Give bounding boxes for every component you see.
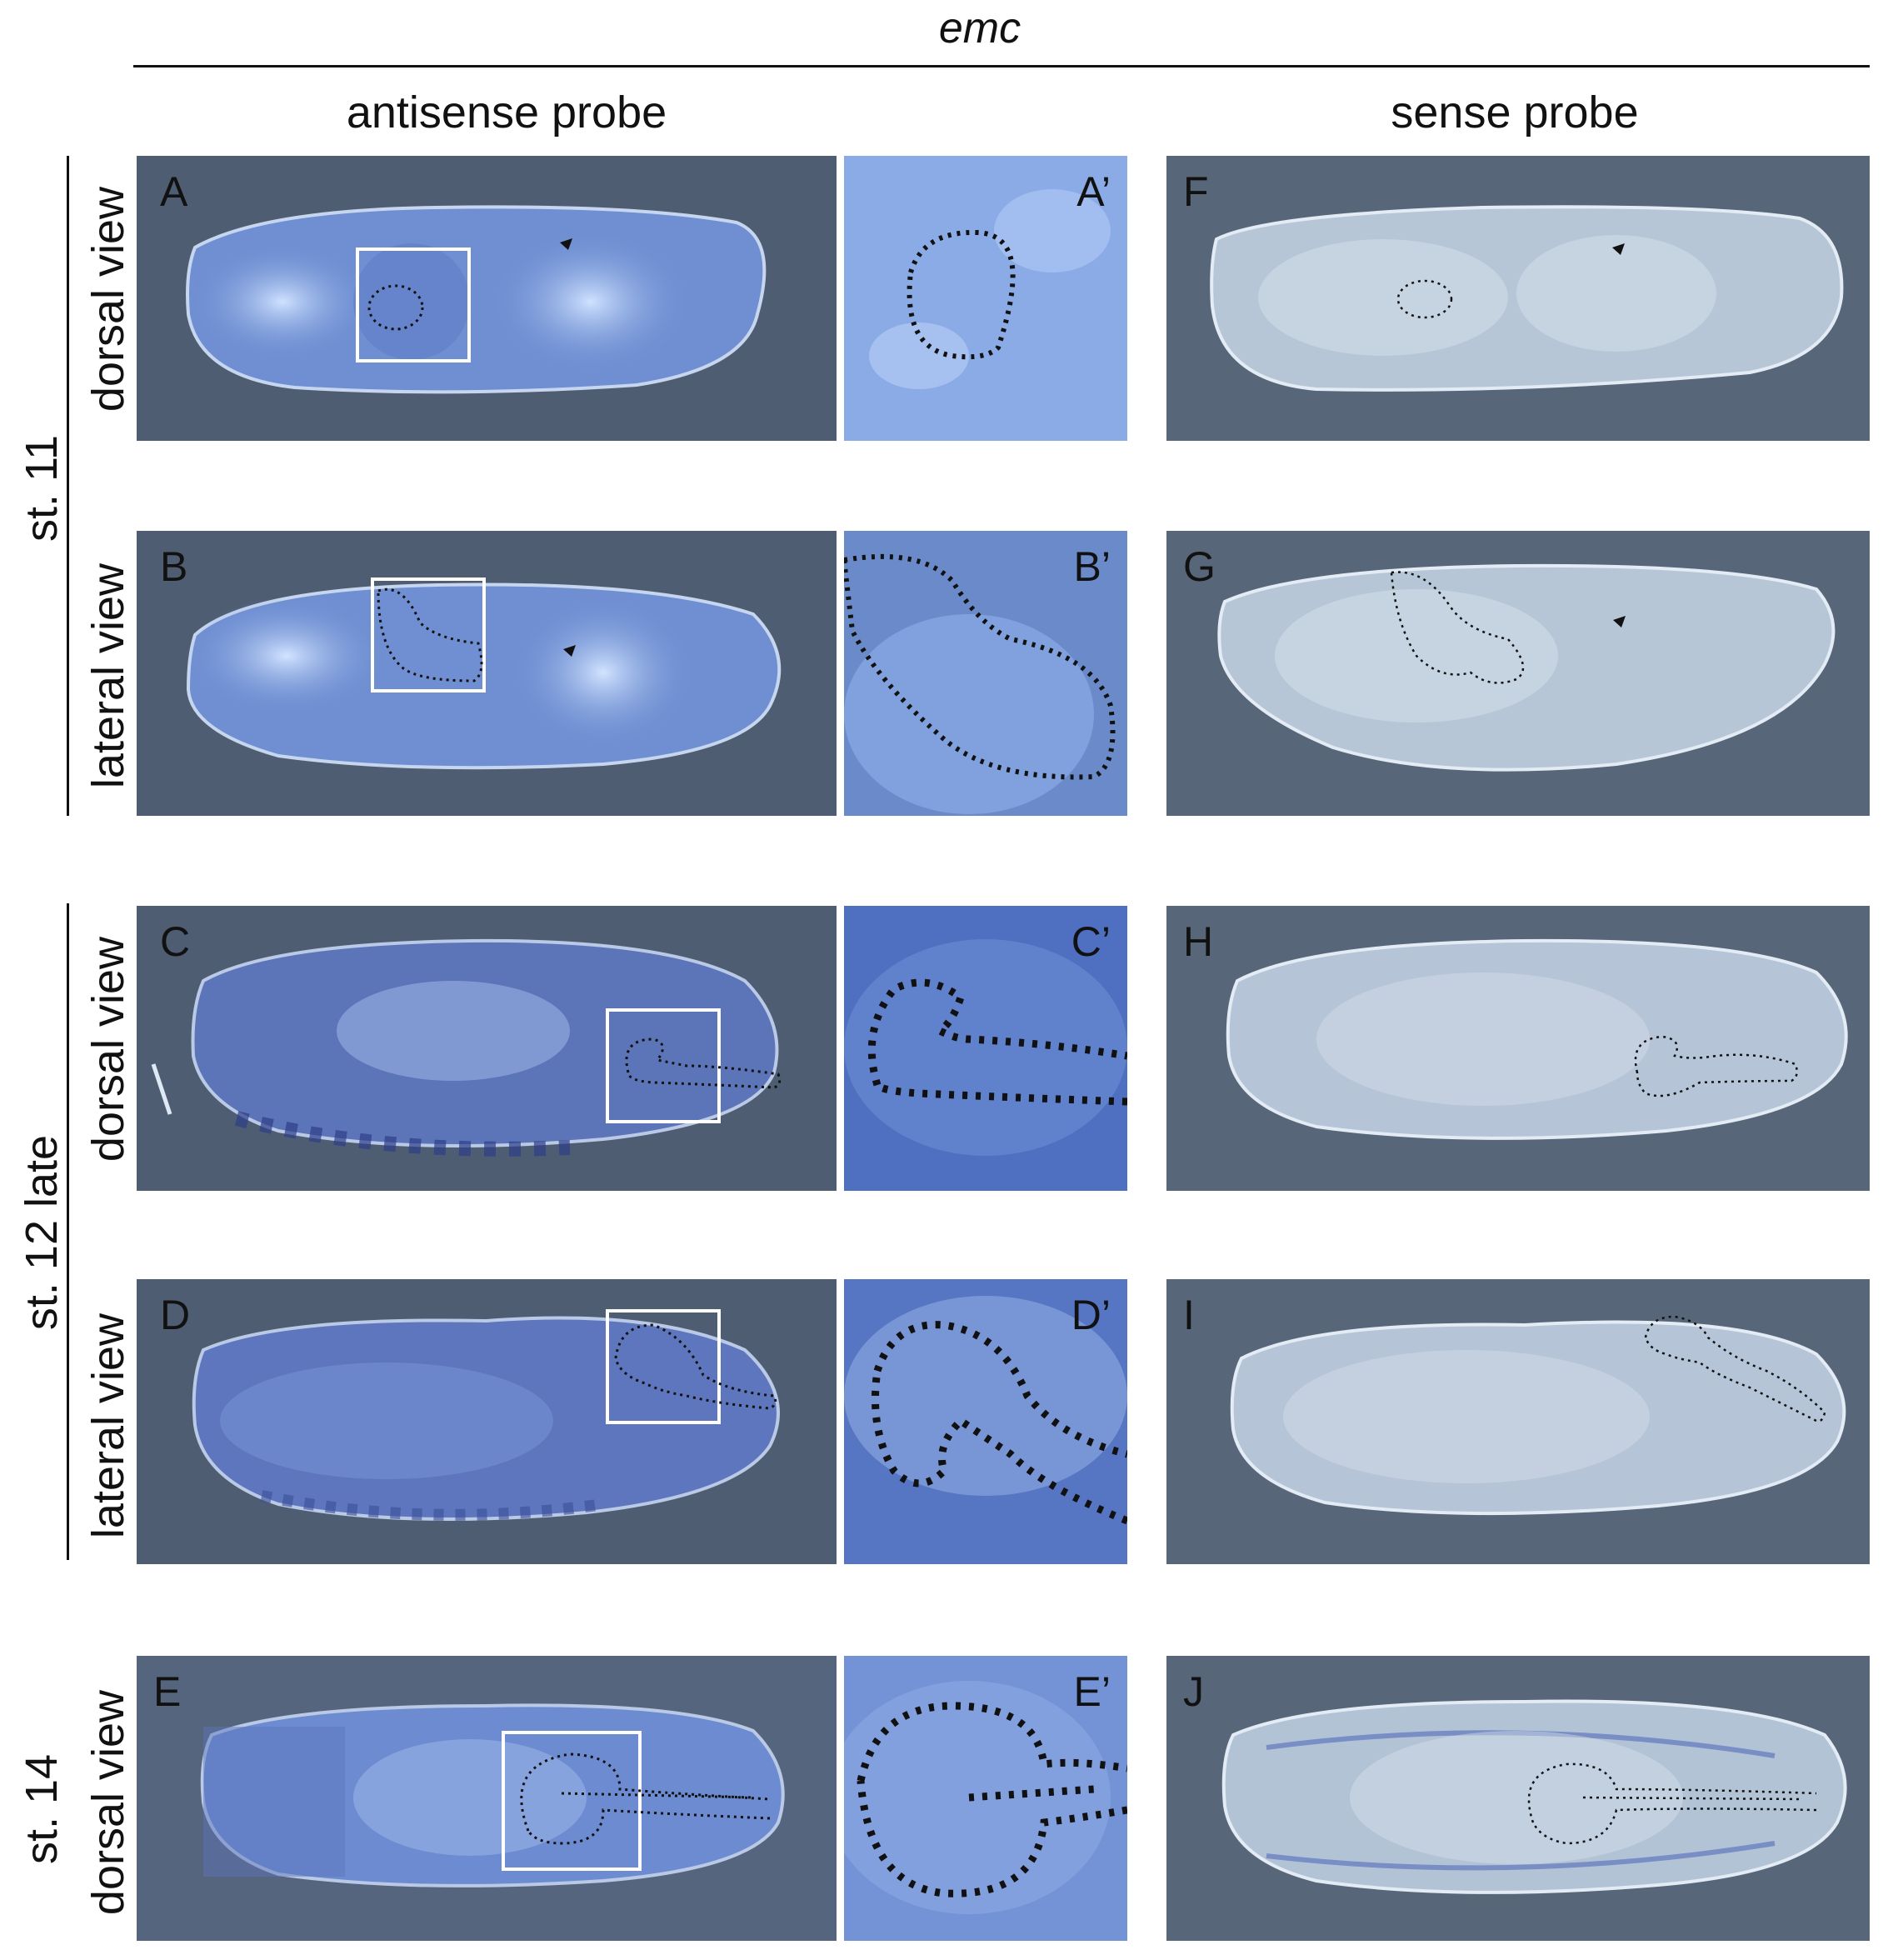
panel-j-image: J: [1166, 1656, 1870, 1941]
panel-label-e-prime: E’: [1073, 1668, 1111, 1715]
panel-b-image: B: [137, 531, 837, 816]
panel-a-image: A: [137, 156, 837, 441]
panel-label-d-prime: D’: [1071, 1292, 1111, 1338]
panel-label-g: G: [1183, 543, 1216, 590]
stage-label-st11: st. 11: [17, 434, 67, 542]
panel-d-prime-image: D’: [844, 1279, 1127, 1564]
panel-label-a: A: [160, 168, 188, 215]
stage-label-st14: st. 14: [17, 1753, 67, 1865]
title-rule: [133, 65, 1870, 68]
panel-a-prime-image: A’: [844, 156, 1127, 441]
panel-label-c: C: [160, 918, 191, 965]
panel-g-image: G: [1166, 531, 1870, 816]
panel-label-i: I: [1183, 1292, 1195, 1338]
panel-label-d: D: [160, 1292, 191, 1338]
stage-label-st12: st. 12 late: [17, 1134, 67, 1331]
panel-label-b: B: [160, 543, 188, 590]
stage-divider-st11: [67, 156, 69, 816]
panel-label-b-prime: B’: [1073, 543, 1111, 590]
column-header-antisense: antisense probe: [346, 88, 667, 138]
panel-c-prime-image: C’: [844, 906, 1127, 1191]
panel-b-prime-image: B’: [844, 531, 1127, 816]
column-header-sense: sense probe: [1391, 88, 1639, 138]
panel-c-image: C: [137, 906, 837, 1191]
panel-label-h: H: [1183, 918, 1214, 965]
panel-label-j: J: [1183, 1668, 1204, 1715]
view-label-lateral-d: lateral view: [83, 1312, 133, 1539]
view-label-dorsal-c: dorsal view: [83, 936, 133, 1162]
view-label-lateral-b: lateral view: [83, 562, 133, 789]
stage-divider-st12: [67, 903, 69, 1560]
view-label-dorsal-a: dorsal view: [83, 186, 133, 412]
panel-e-image: E: [137, 1656, 837, 1941]
panel-e-prime-image: E’: [844, 1656, 1127, 1941]
panel-h-image: H: [1166, 906, 1870, 1191]
panel-f-image: F: [1166, 156, 1870, 441]
view-label-dorsal-e: dorsal view: [83, 1689, 133, 1916]
panel-label-e: E: [153, 1668, 182, 1715]
panel-label-c-prime: C’: [1071, 918, 1111, 965]
panel-label-a-prime: A’: [1076, 168, 1111, 215]
panel-i-image: I: [1166, 1279, 1870, 1564]
panel-label-f: F: [1183, 168, 1209, 215]
panel-d-image: D: [137, 1279, 837, 1564]
